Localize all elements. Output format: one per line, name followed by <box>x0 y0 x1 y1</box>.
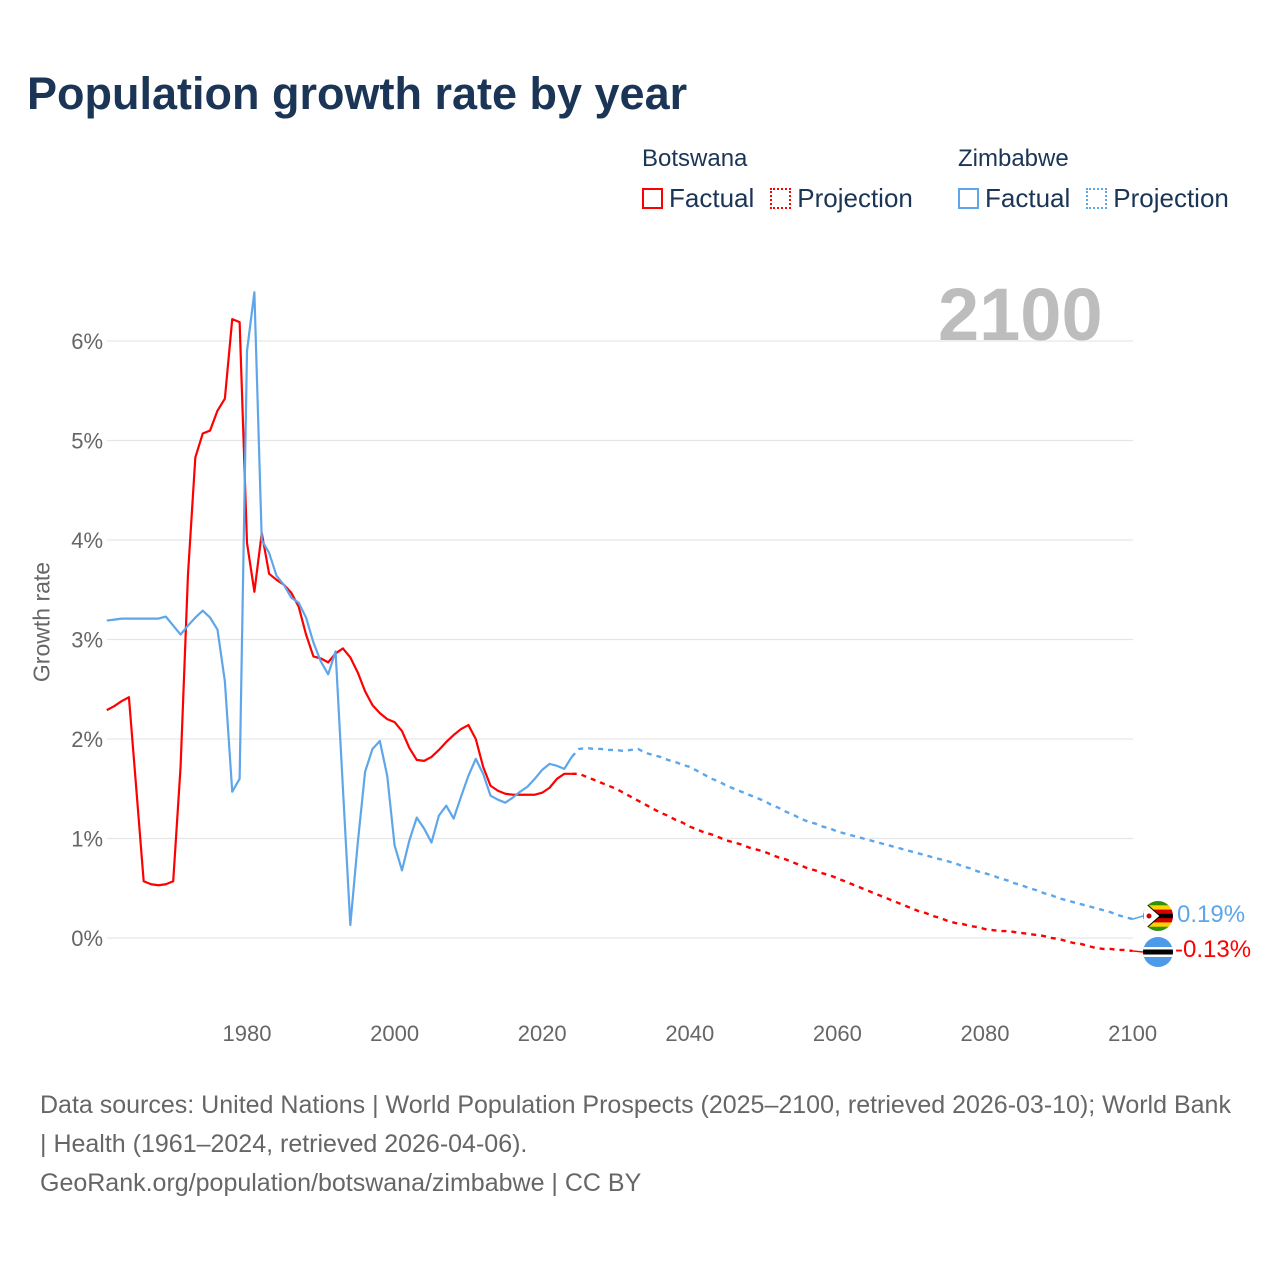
legend-group-name: Botswana <box>642 145 748 172</box>
legend-label: Factual <box>669 183 755 213</box>
legend-zimbabwe: Zimbabwe Factual Projection <box>958 145 1229 214</box>
solid-swatch-icon <box>958 188 979 209</box>
chart-title: Population growth rate by year <box>27 68 688 119</box>
y-tick-label: 4% <box>71 528 103 553</box>
legend-label: Projection <box>1113 183 1229 213</box>
zimbabwe-flag-icon <box>1143 901 1173 931</box>
y-tick-label: 5% <box>71 429 103 454</box>
botswana-end-value: -0.13% <box>1175 936 1252 963</box>
footer: Data sources: United Nations | World Pop… <box>40 1086 1240 1203</box>
x-tick-label: 2100 <box>1108 1021 1157 1046</box>
zimbabwe-projection-line <box>570 746 1133 921</box>
dotted-swatch-icon <box>770 188 792 209</box>
legend-botswana: Botswana Factual Projection <box>642 145 913 214</box>
legend-group-name: Zimbabwe <box>958 145 1069 172</box>
current-year-label: 2100 <box>938 273 1103 356</box>
botswana-flag-icon <box>1143 937 1173 967</box>
x-tick-label: 2040 <box>665 1021 714 1046</box>
y-tick-label: 1% <box>71 827 103 852</box>
legend-botswana-projection[interactable]: Projection <box>770 183 913 214</box>
credit-link[interactable]: GeoRank.org/population/botswana/zimbabwe… <box>40 1169 642 1197</box>
zimbabwe-factual-line <box>106 291 573 927</box>
legend-label: Factual <box>985 183 1071 213</box>
x-tick-label: 1980 <box>223 1021 272 1046</box>
y-tick-label: 2% <box>71 727 103 752</box>
x-tick-label: 2000 <box>370 1021 419 1046</box>
legend-zimbabwe-factual[interactable]: Factual <box>958 183 1070 214</box>
zimbabwe-connector <box>1132 915 1144 920</box>
legend-botswana-factual[interactable]: Factual <box>642 183 754 214</box>
legend-zimbabwe-projection[interactable]: Projection <box>1086 183 1229 214</box>
y-tick-label: 0% <box>71 926 103 951</box>
legend-label: Projection <box>797 183 913 213</box>
x-tick-label: 2060 <box>813 1021 862 1046</box>
botswana-factual-line <box>106 318 572 887</box>
x-tick-label: 2080 <box>961 1021 1010 1046</box>
x-tick-label: 2020 <box>518 1021 567 1046</box>
zimbabwe-end-value: 0.19% <box>1177 901 1246 928</box>
botswana-connector <box>1132 950 1144 953</box>
dotted-swatch-icon <box>1086 188 1108 209</box>
y-axis-label: Growth rate <box>28 561 55 683</box>
botswana-projection-line <box>571 772 1133 953</box>
y-tick-label: 6% <box>71 329 103 354</box>
y-tick-label: 3% <box>71 628 103 653</box>
data-sources: Data sources: United Nations | World Pop… <box>40 1091 1231 1158</box>
solid-swatch-icon <box>642 188 663 209</box>
